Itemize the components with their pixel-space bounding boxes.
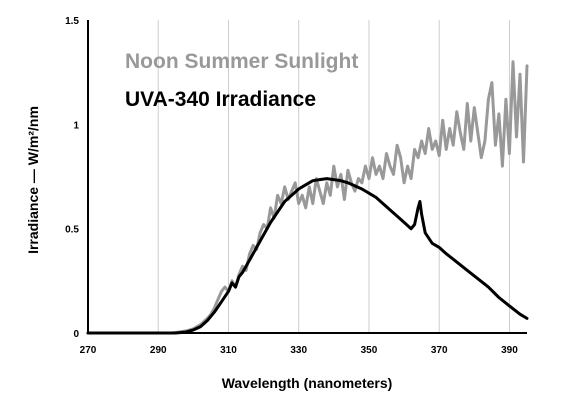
y-tick-label-0: 0 (73, 329, 79, 340)
x-tick-labels: 270 290 310 330 350 370 390 (80, 345, 519, 356)
y-tick-label-0-5: 0.5 (65, 225, 79, 236)
series-line-noon-summer-sunlight (86, 60, 529, 335)
y-tick-labels: 0 0.5 1 1.5 (65, 16, 79, 340)
y-tick-label-1: 1 (73, 120, 79, 131)
series-line-uva-340-irradiance (86, 177, 529, 335)
x-tick-label-330: 330 (290, 345, 307, 356)
y-axis-title: Irradiance — W/m²/nm (25, 106, 41, 254)
plot-frame (87, 20, 527, 334)
x-axis-title: Wavelength (nanometers) (222, 375, 393, 391)
legend-entry-noon-summer-sunlight: Noon Summer Sunlight (125, 50, 358, 73)
y-tick-label-1-5: 1.5 (65, 16, 79, 27)
x-tick-label-310: 310 (220, 345, 237, 356)
vertical-gridlines (157, 20, 510, 333)
legend-entry-uva-340-irradiance: UVA-340 Irradiance (125, 88, 316, 111)
x-tick-label-290: 290 (150, 345, 167, 356)
x-tick-label-370: 370 (431, 345, 448, 356)
x-tick-label-270: 270 (80, 345, 97, 356)
series-lines (86, 60, 529, 335)
x-tick-label-350: 350 (361, 345, 378, 356)
x-tick-label-390: 390 (501, 345, 518, 356)
